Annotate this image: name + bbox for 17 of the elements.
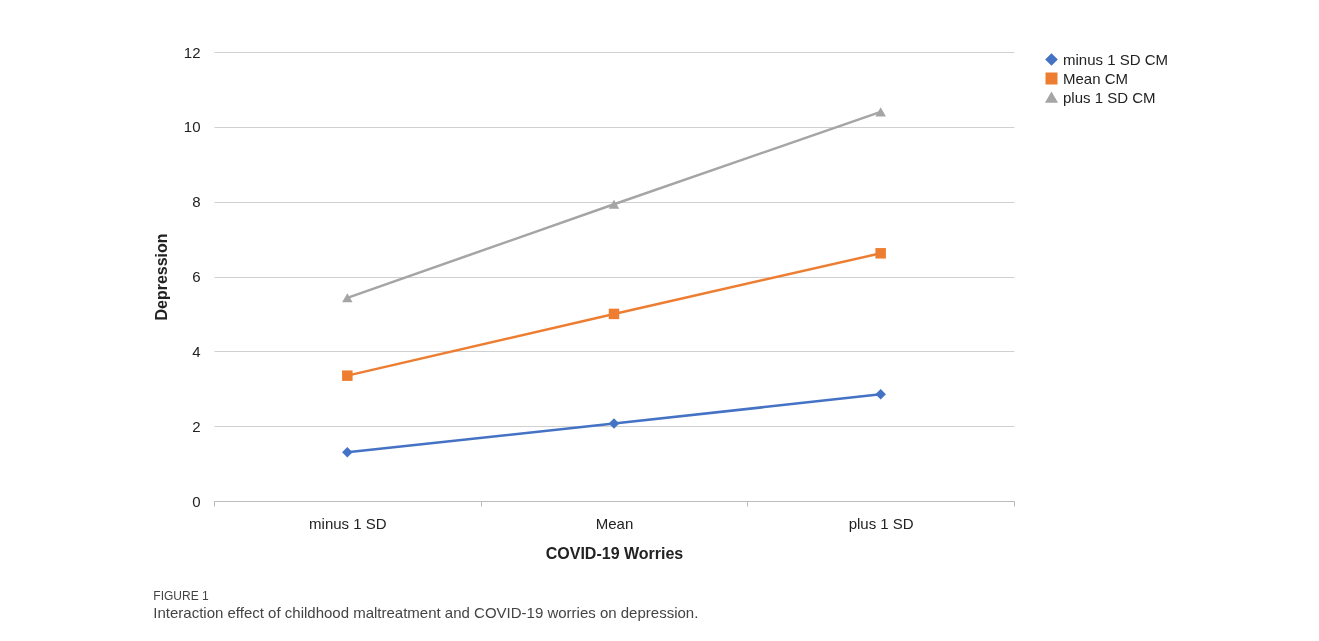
y-tick-label: 8 xyxy=(192,193,201,211)
x-tick-label: Mean xyxy=(595,514,634,532)
y-tick-label: 10 xyxy=(183,118,201,136)
y-tick-label: 2 xyxy=(192,417,201,435)
legend-label: minus 1 SD CM xyxy=(1063,50,1169,68)
legend-label: Mean CM xyxy=(1063,69,1129,87)
y-tick-label: 0 xyxy=(192,492,201,510)
legend-label: plus 1 SD CM xyxy=(1063,88,1156,106)
y-tick-label: 12 xyxy=(183,43,201,61)
x-tick-label: minus 1 SD xyxy=(309,514,387,532)
caption: FIGURE 1 xyxy=(153,589,209,603)
y-axis-title: Depression xyxy=(152,233,170,321)
y-tick-label: 4 xyxy=(192,342,201,360)
x-axis-title: COVID-19 Worries xyxy=(545,544,684,562)
x-tick-label: plus 1 SD xyxy=(848,514,914,532)
y-tick-label: 6 xyxy=(192,268,201,285)
text: Interaction effect of childhood maltreatment and COVID-19 worries on depression. xyxy=(153,604,699,621)
